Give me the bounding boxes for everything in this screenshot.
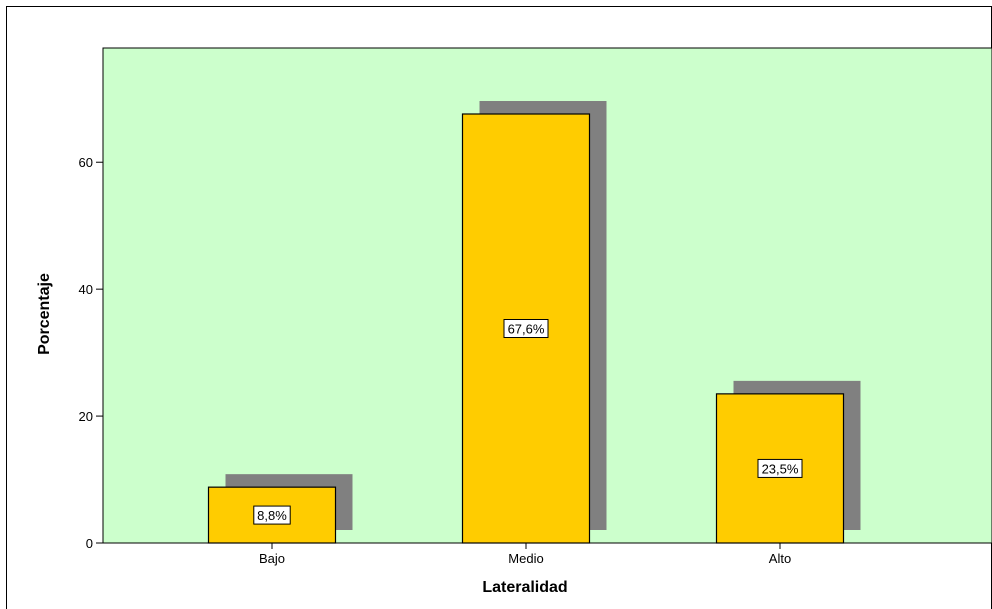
x-tick-label-alto: Alto xyxy=(769,551,791,566)
data-label-bajo: 8,8% xyxy=(257,508,287,523)
y-tick-label: 40 xyxy=(79,282,93,297)
y-axis: 0 20 40 60 xyxy=(79,155,103,551)
data-label-medio: 67,6% xyxy=(508,322,545,337)
x-tick-label-bajo: Bajo xyxy=(259,551,285,566)
y-axis-title: Porcentaje xyxy=(36,273,53,355)
data-label-alto: 23,5% xyxy=(762,461,799,476)
x-axis-title: Lateralidad xyxy=(482,579,567,596)
x-axis: Bajo Medio Alto xyxy=(259,543,791,566)
y-tick-label: 0 xyxy=(86,536,93,551)
data-labels: 8,8% 67,6% 23,5% xyxy=(253,319,803,525)
data-label-box-bajo xyxy=(253,505,291,525)
data-label-box-medio xyxy=(503,319,549,338)
y-tick-label: 60 xyxy=(79,155,93,170)
data-label-box-alto xyxy=(757,458,803,478)
y-tick-label: 20 xyxy=(79,409,93,424)
x-tick-label-medio: Medio xyxy=(508,551,543,566)
